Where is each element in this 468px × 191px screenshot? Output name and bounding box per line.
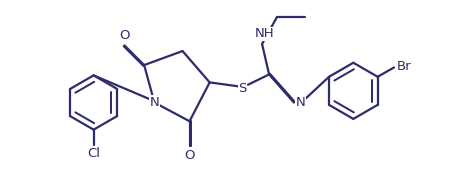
Text: Br: Br [396,60,411,73]
Text: N: N [295,96,305,109]
Text: Cl: Cl [87,147,100,160]
Text: O: O [119,29,130,42]
Text: N: N [150,96,159,109]
Text: S: S [238,82,247,95]
Text: NH: NH [255,27,274,40]
Text: O: O [184,149,195,162]
